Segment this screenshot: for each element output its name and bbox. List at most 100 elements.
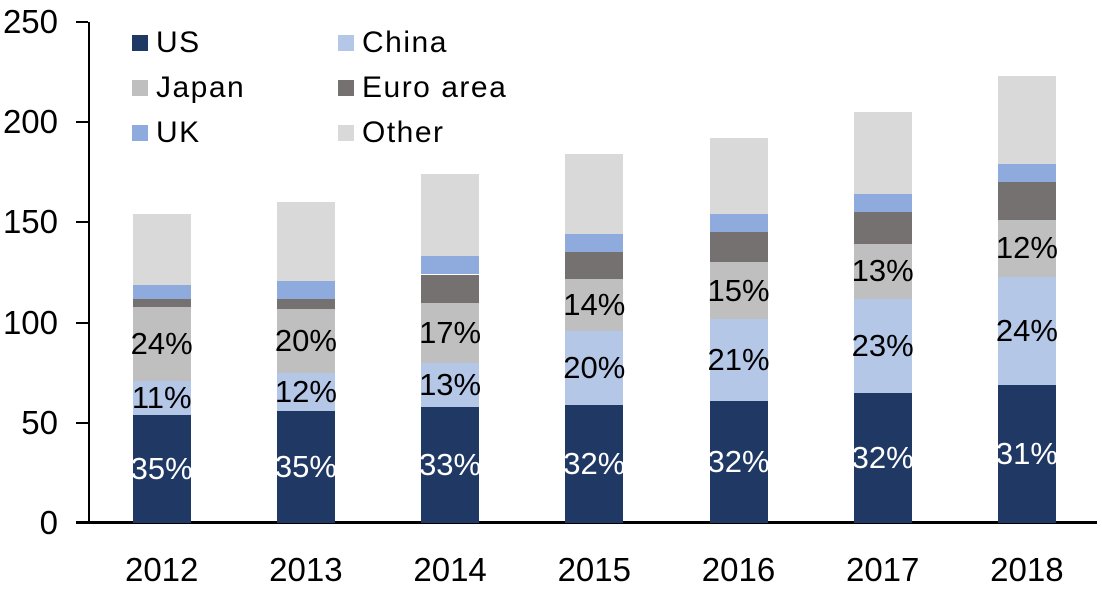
bar-segment-other <box>421 174 480 257</box>
bar-segment-label: 13% <box>851 253 914 289</box>
bar-segment-euro-area <box>276 298 335 309</box>
y-tick-label: 200 <box>2 103 58 141</box>
bar-segment-japan <box>276 308 335 373</box>
bar-segment-label: 31% <box>995 435 1058 471</box>
legend-item-other: Other <box>338 110 507 155</box>
bar-segment-label: 24% <box>130 325 193 361</box>
legend-swatch-icon <box>338 124 354 141</box>
y-tick <box>76 121 88 124</box>
bar-segment-china <box>997 276 1056 385</box>
legend-item-china: China <box>338 20 507 65</box>
legend-swatch-icon <box>338 34 354 51</box>
legend-item-euro-area: Euro area <box>338 65 507 110</box>
legend-label: China <box>362 25 448 59</box>
bar-segment-label: 14% <box>563 286 626 322</box>
bar-segment-us <box>997 384 1056 523</box>
legend-label: Other <box>362 115 445 149</box>
bar-segment-uk <box>853 194 912 213</box>
bar-segment-uk <box>132 284 191 299</box>
legend-item-uk: UK <box>132 110 338 155</box>
legend-label: Japan <box>156 70 246 104</box>
bar-segment-uk <box>421 256 480 275</box>
bar-segment-label: 20% <box>563 349 626 385</box>
x-category-label: 2012 <box>124 551 199 588</box>
bar-segment-us <box>421 406 480 523</box>
y-tick <box>76 421 88 424</box>
legend-swatch-icon <box>132 34 148 51</box>
legend-label: US <box>156 25 201 59</box>
x-category-label: 2016 <box>701 551 776 588</box>
legend-label: UK <box>156 115 201 149</box>
legend-item-japan: Japan <box>132 65 338 110</box>
bar-segment-uk <box>997 164 1056 183</box>
bar-segment-japan <box>132 306 191 381</box>
bar-segment-other <box>709 138 768 215</box>
x-category-label: 2015 <box>557 551 631 588</box>
y-tick-label: 50 <box>21 403 58 441</box>
y-tick <box>76 221 88 224</box>
bar-segment-label: 32% <box>707 443 770 479</box>
y-tick-label: 100 <box>2 303 58 341</box>
bar-segment-label: 33% <box>419 446 482 482</box>
bar-segment-japan <box>997 220 1056 277</box>
bar-segment-china <box>709 318 768 401</box>
bar-segment-label: 12% <box>995 230 1058 266</box>
y-tick <box>76 21 88 23</box>
bar-segment-japan <box>565 278 624 331</box>
bar-segment-label: 32% <box>851 439 914 475</box>
bar-segment-other <box>853 112 912 195</box>
bar-segment-china <box>421 362 480 407</box>
legend-swatch-icon <box>338 79 354 96</box>
y-tick <box>76 321 88 324</box>
bar-segment-label: 35% <box>274 448 337 484</box>
bar-segment-euro-area <box>709 232 768 263</box>
bar-segment-uk <box>565 234 624 253</box>
bar-segment-us <box>853 392 912 523</box>
bar-segment-other <box>132 214 191 285</box>
bar-segment-label: 12% <box>274 373 337 409</box>
bar-segment-china <box>853 298 912 393</box>
bar-segment-japan <box>709 262 768 319</box>
bar-segment-label: 13% <box>419 366 482 402</box>
bar-segment-label: 21% <box>707 341 770 377</box>
bar-segment-china <box>276 372 335 411</box>
x-category-label: 2013 <box>269 551 343 588</box>
bar-segment-other <box>997 76 1056 165</box>
y-tick <box>76 522 88 524</box>
bar-segment-euro-area <box>997 182 1056 221</box>
bar-segment-label: 11% <box>131 379 192 415</box>
bar-segment-euro-area <box>565 252 624 279</box>
bar-segment-other <box>276 202 335 281</box>
bar-segment-china <box>565 330 624 405</box>
y-tick-label: 250 <box>2 3 58 40</box>
legend-swatch-icon <box>132 79 148 96</box>
bar-segment-label: 20% <box>274 322 337 358</box>
bar-segment-label: 17% <box>419 314 482 350</box>
bar-segment-us <box>565 404 624 523</box>
bar-segment-us <box>276 410 335 523</box>
bar-segment-label: 23% <box>851 327 914 363</box>
bar-segment-uk <box>709 214 768 233</box>
bar-segment-euro-area <box>421 274 480 303</box>
bar-segment-us <box>132 414 191 523</box>
bar-segment-uk <box>276 280 335 299</box>
legend-label: Euro area <box>362 70 508 104</box>
x-category-label: 2018 <box>990 551 1064 588</box>
bar-segment-label: 24% <box>995 312 1058 348</box>
bar-segment-china <box>132 380 191 415</box>
legend-item-us: US <box>132 20 338 65</box>
bar-segment-euro-area <box>853 212 912 245</box>
bar-segment-label: 35% <box>130 450 193 486</box>
bar-segment-euro-area <box>132 298 191 307</box>
bar-segment-other <box>565 154 624 235</box>
y-axis-line <box>88 22 90 523</box>
y-tick-label: 150 <box>2 203 58 241</box>
bar-segment-japan <box>421 302 480 363</box>
bar-segment-label: 32% <box>563 445 626 481</box>
bar-segment-label: 15% <box>707 272 770 308</box>
legend: US China Japan Euro area UK Other <box>132 20 507 155</box>
x-category-label: 2017 <box>845 551 920 588</box>
y-tick-label: 0 <box>39 504 58 541</box>
bar-segment-japan <box>853 244 912 299</box>
